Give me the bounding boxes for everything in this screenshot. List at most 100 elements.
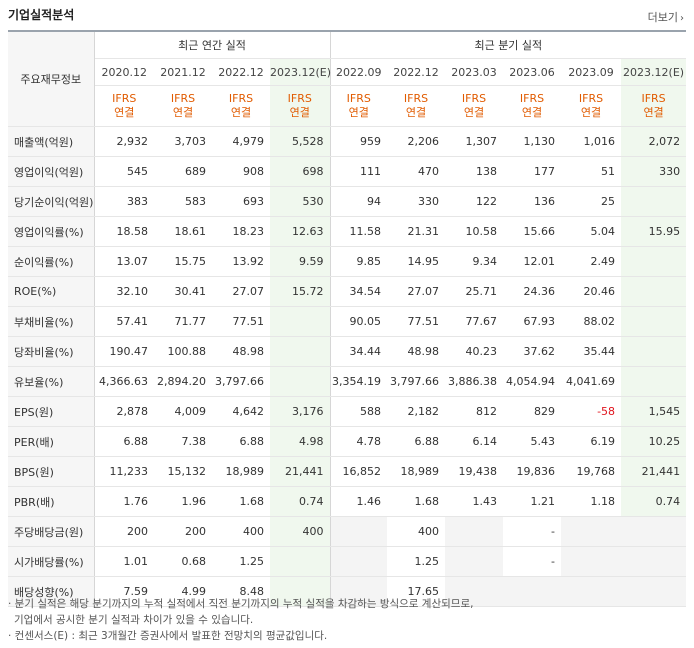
value-cell: 34.54 [330,276,388,307]
basis-standard: IFRS [287,92,312,105]
value-cell: 5,528 [270,126,331,157]
value-cell: 12.63 [270,216,331,247]
value-cell: 4,642 [212,396,270,427]
value-cell [270,576,331,607]
value-cell: 32.10 [94,276,154,307]
value-cell: 9.85 [330,246,388,277]
row-label: 부채비율(%) [8,306,95,337]
table-row: 영업이익률(%) 18.58 18.61 18.23 12.63 11.58 21.31 10… [8,216,687,247]
value-cell [621,246,687,277]
value-cell: 0.68 [154,546,212,577]
row-label: 유보율(%) [8,366,95,397]
value-cell: 3,354.19 [330,366,388,397]
period-header: 2022.12 [212,58,270,86]
value-cell: 400 [212,516,270,547]
basis-standard: IFRS [170,92,196,105]
value-cell: 1.18 [561,486,622,517]
value-cell: 138 [445,156,504,187]
table-row: ROE(%) 32.10 30.41 27.07 15.72 34.54 27.07 25.7… [8,276,687,307]
group-quarterly: 최근 분기 실적 [330,30,687,59]
value-cell [561,546,622,577]
value-cell: 19,768 [561,456,622,487]
basis-standard: IFRS [641,92,666,105]
value-cell: -58 [561,396,622,427]
value-cell [621,366,687,397]
row-label: 당좌비율(%) [8,336,95,367]
row-label: BPS(원) [8,456,95,487]
value-cell: 5.43 [503,426,562,457]
value-cell: 6.88 [212,426,270,457]
value-cell: 2,206 [387,126,446,157]
value-cell: 57.41 [94,306,154,337]
value-cell: 2,182 [387,396,446,427]
table-row: PBR(배) 1.76 1.96 1.68 0.74 1.46 1.68 1.43 1.21 1.… [8,486,687,517]
value-cell: 959 [330,126,388,157]
value-cell: 21,441 [270,456,331,487]
value-cell: 67.93 [503,306,562,337]
value-cell: 3,703 [154,126,212,157]
value-cell: 34.44 [330,336,388,367]
value-cell: 1.96 [154,486,212,517]
value-cell [561,516,622,547]
value-cell: 583 [154,186,212,217]
value-cell: - [503,516,562,547]
value-cell: 21,441 [621,456,687,487]
value-cell: 25 [561,186,622,217]
period-header: 2023.06 [503,58,562,86]
value-cell [270,546,331,577]
value-cell: 122 [445,186,504,217]
row-label: 영업이익률(%) [8,216,95,247]
value-cell: 400 [387,516,446,547]
row-label: 매출액(억원) [8,126,95,157]
value-cell: - [503,546,562,577]
row-label: 당기순이익(억원) [8,186,95,217]
period-header: 2022.12 [387,58,446,86]
table-row: 당좌비율(%) 190.47 100.88 48.98 34.44 48.98 40.23 3… [8,336,687,367]
value-cell: 14.95 [387,246,446,277]
value-cell: 77.51 [387,306,446,337]
value-cell: 19,836 [503,456,562,487]
basis-standard: IFRS [519,92,545,105]
value-cell: 693 [212,186,270,217]
value-cell: 13.92 [212,246,270,277]
value-cell: 18.23 [212,216,270,247]
more-link[interactable]: 더보기 › [648,9,684,25]
section-title: 기업실적분석 [8,8,75,22]
basis-scope: 연결 [172,106,194,119]
basis-header: IFRS 연결 [154,85,212,127]
value-cell: 4.98 [270,426,331,457]
value-cell: 111 [330,156,388,187]
value-cell [270,366,331,397]
table-row: 당기순이익(억원) 383 583 693 530 94 330 122 136 25 [8,186,687,217]
basis-header: IFRS 연결 [212,85,270,127]
value-cell: 1.01 [94,546,154,577]
value-cell: 24.36 [503,276,562,307]
value-cell: 18.61 [154,216,212,247]
value-cell: 4.78 [330,426,388,457]
value-cell: 7.59 [94,576,154,607]
value-cell [445,576,504,607]
row-label: 주당배당금(원) [8,516,95,547]
value-cell [621,576,687,607]
value-cell: 77.67 [445,306,504,337]
value-cell: 2,878 [94,396,154,427]
basis-standard: IFRS [228,92,254,105]
period-header: 2023.12(E) [270,58,331,86]
basis-header: IFRS 연결 [503,85,562,127]
value-cell: 9.59 [270,246,331,277]
value-cell: 17.65 [387,576,446,607]
value-cell: 27.07 [212,276,270,307]
table-row: 순이익률(%) 13.07 15.75 13.92 9.59 9.85 14.95 9.34 1… [8,246,687,277]
basis-header: IFRS 연결 [330,85,388,127]
basis-scope: 연결 [348,106,369,119]
value-cell: 1.25 [387,546,446,577]
period-header: 2023.09 [561,58,622,86]
row-label: 영업이익(억원) [8,156,95,187]
value-cell [621,546,687,577]
value-cell [445,516,504,547]
value-cell: 4,366.63 [94,366,154,397]
value-cell: 21.31 [387,216,446,247]
table-row: PER(배) 6.88 7.38 6.88 4.98 4.78 6.88 6.14 5.43 6.… [8,426,687,457]
value-cell: 16,852 [330,456,388,487]
